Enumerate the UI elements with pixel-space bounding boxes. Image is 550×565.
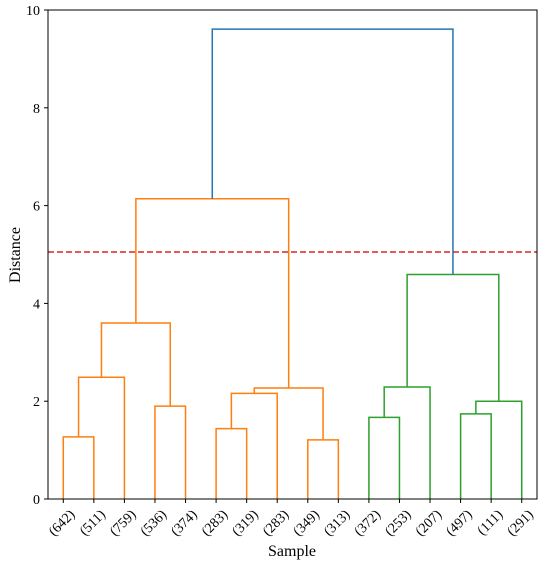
leaf-label: (511) (77, 507, 109, 539)
dendrogram-links (62, 28, 523, 499)
y-tick-label: 2 (33, 395, 40, 410)
leaf-label: (111) (475, 507, 507, 539)
dendrogram-link-14 (211, 28, 454, 275)
leaf-label: (374) (169, 507, 201, 539)
leaf-label: (283) (260, 507, 292, 539)
plot-background (48, 10, 537, 499)
x-axis-title: Sample (268, 543, 316, 560)
leaf-label: (283) (199, 507, 231, 539)
y-tick-label: 0 (33, 493, 40, 508)
leaf-label: (642) (46, 507, 78, 539)
y-tick-label: 10 (26, 4, 40, 19)
leaf-label: (253) (382, 507, 414, 539)
y-axis-title: Distance (7, 227, 24, 283)
leaf-label: (536) (138, 507, 170, 539)
y-axis-ticks: 0 2 4 6 8 10 (26, 4, 48, 508)
leaf-label: (319) (230, 507, 262, 539)
leaf-label: (207) (413, 507, 445, 539)
leaf-label: (372) (352, 507, 384, 539)
leaf-label: (759) (107, 507, 139, 539)
y-tick-label: 8 (33, 102, 40, 117)
leaf-label: (313) (321, 507, 353, 539)
leaf-label: (497) (444, 507, 476, 539)
leaf-label: (349) (291, 507, 323, 539)
plot-frame (47, 9, 538, 500)
leaf-label: (291) (505, 507, 537, 539)
y-tick-label: 4 (33, 297, 40, 312)
x-axis-ticks: (642)(511)(759)(536)(374)(283)(319)(283)… (46, 499, 537, 539)
y-tick-label: 6 (33, 200, 40, 215)
